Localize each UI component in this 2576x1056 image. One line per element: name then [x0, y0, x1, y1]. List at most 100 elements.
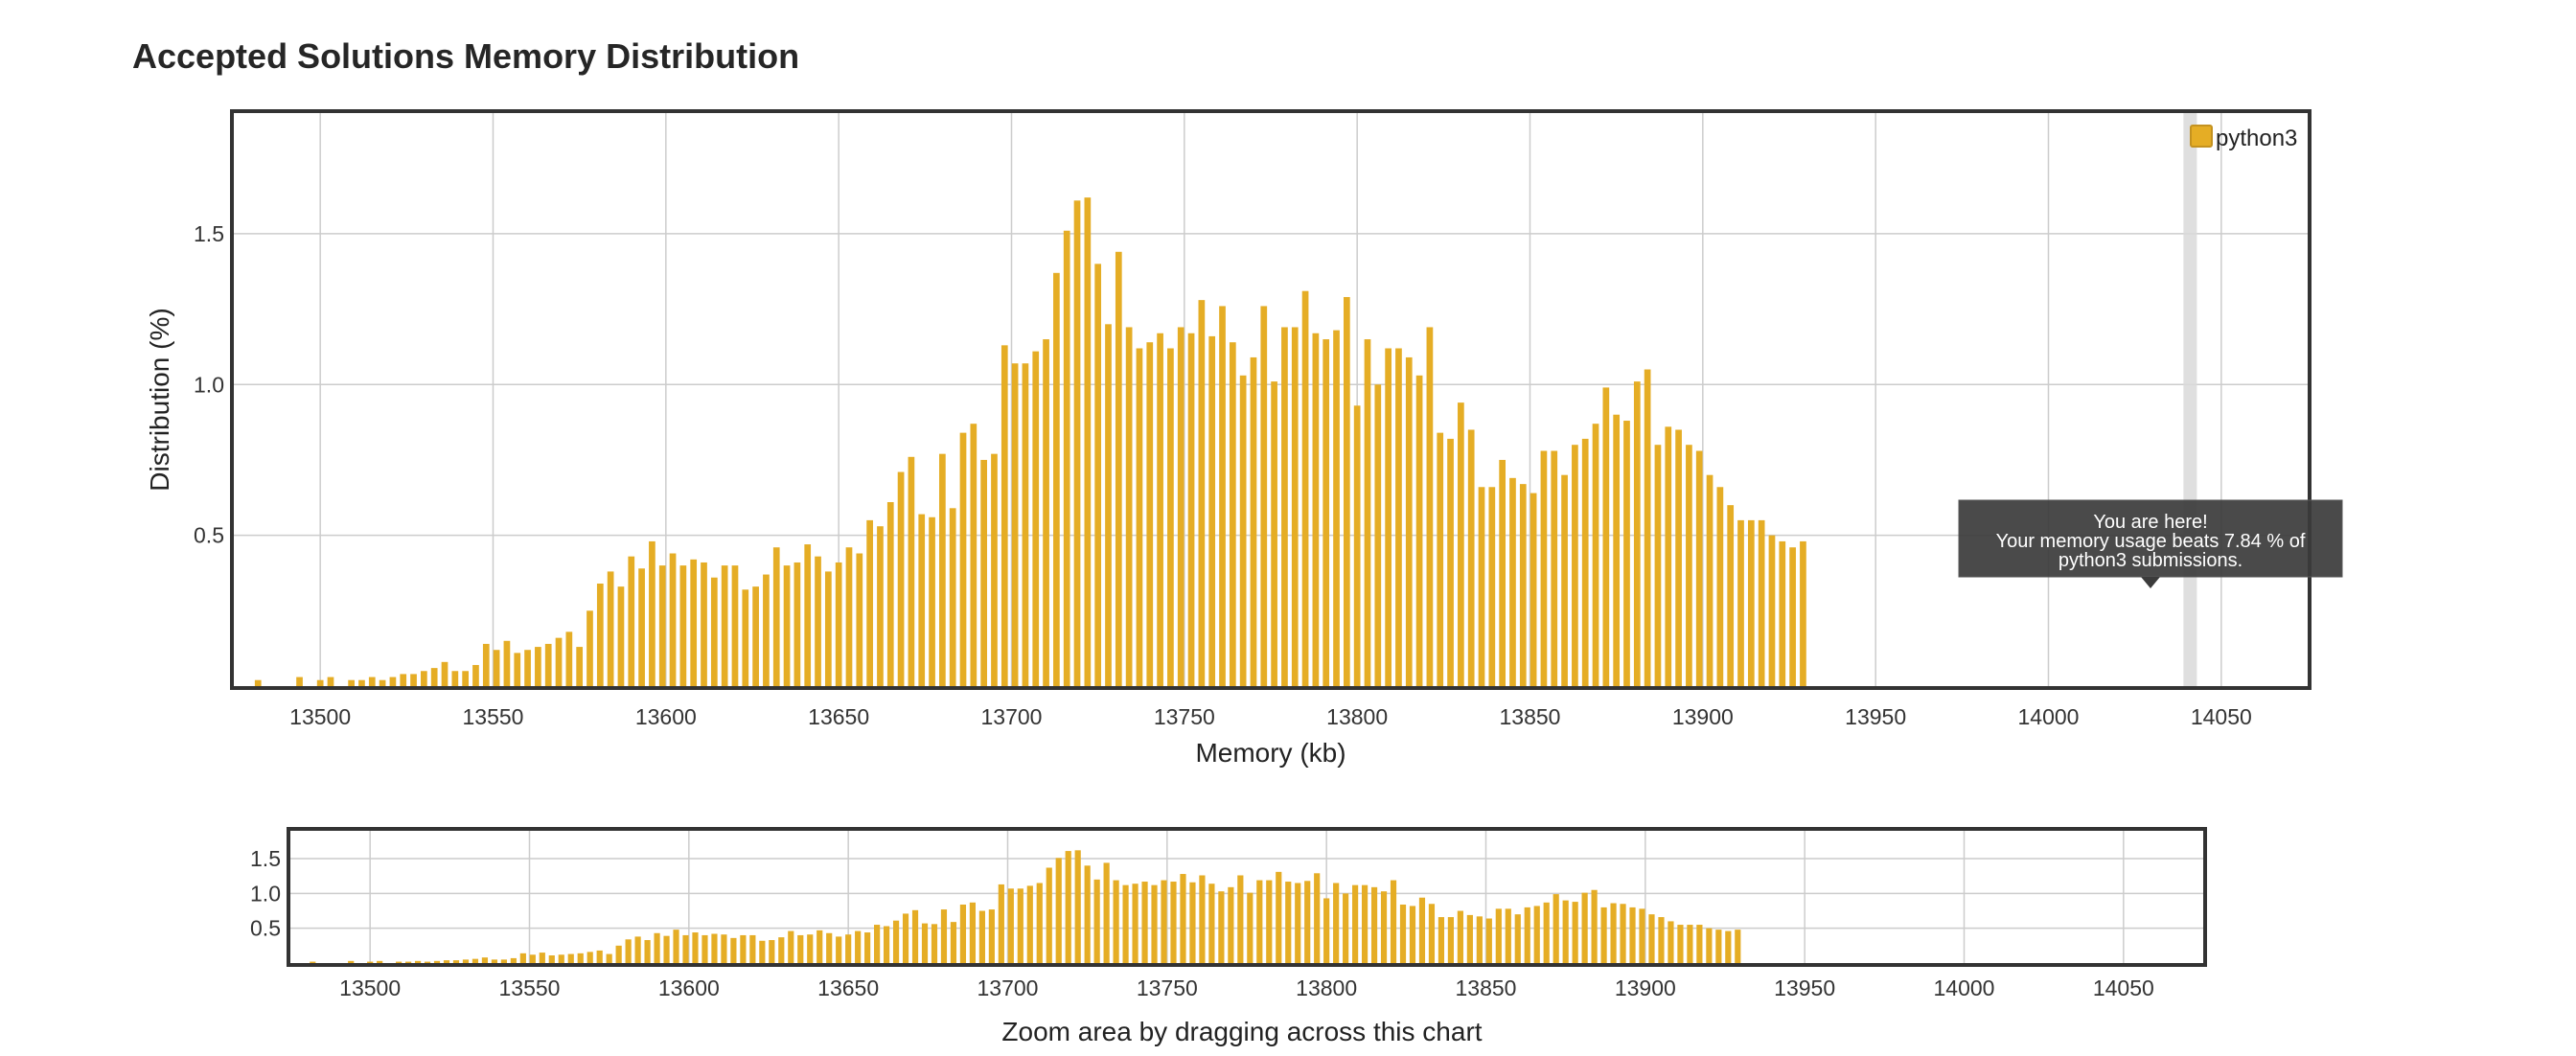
navigator-bar[interactable]	[788, 930, 794, 963]
navigator-bar[interactable]	[1141, 882, 1148, 963]
navigator-bar[interactable]	[1399, 904, 1407, 963]
navigator-bar[interactable]	[519, 953, 526, 963]
navigator-bar[interactable]	[807, 934, 814, 963]
main-bar[interactable]	[607, 571, 614, 686]
main-bar[interactable]	[1488, 487, 1496, 686]
main-bar[interactable]	[1509, 477, 1516, 686]
navigator-bar[interactable]	[1199, 875, 1206, 963]
navigator-bar[interactable]	[1046, 867, 1052, 963]
navigator-bar[interactable]	[1361, 884, 1368, 963]
navigator-bar[interactable]	[586, 952, 593, 963]
main-bar[interactable]	[1737, 519, 1744, 686]
navigator-bar[interactable]	[759, 940, 766, 963]
navigator-bar[interactable]	[377, 960, 383, 963]
main-bar[interactable]	[690, 559, 698, 686]
navigator-bar[interactable]	[673, 930, 679, 963]
main-bar[interactable]	[1219, 306, 1226, 686]
navigator-bar[interactable]	[1380, 891, 1388, 963]
main-bar[interactable]	[721, 565, 728, 686]
main-bar[interactable]	[1177, 327, 1184, 686]
navigator-bar[interactable]	[1572, 902, 1578, 963]
navigator-bar[interactable]	[1562, 900, 1569, 963]
navigator-bar[interactable]	[1370, 886, 1378, 963]
main-bar[interactable]	[1768, 535, 1776, 686]
navigator-bar[interactable]	[1524, 907, 1530, 963]
main-bar[interactable]	[1633, 381, 1641, 686]
main-bar[interactable]	[1530, 493, 1537, 686]
navigator-bar[interactable]	[481, 957, 489, 963]
navigator-bar[interactable]	[1620, 904, 1626, 963]
navigator-bar[interactable]	[1304, 881, 1311, 963]
main-bar[interactable]	[658, 565, 666, 686]
navigator-bar[interactable]	[1323, 898, 1330, 963]
navigator-bar[interactable]	[1247, 892, 1254, 963]
navigator-bar[interactable]	[721, 934, 727, 963]
main-bar[interactable]	[524, 650, 531, 686]
navigator-bar[interactable]	[1333, 883, 1340, 963]
navigator-bar[interactable]	[663, 935, 670, 963]
main-bar[interactable]	[400, 674, 407, 686]
navigator-bar[interactable]	[1055, 858, 1062, 963]
navigator-bar[interactable]	[1170, 882, 1177, 963]
main-bar[interactable]	[835, 562, 842, 686]
main-bar[interactable]	[1084, 197, 1092, 686]
main-bar[interactable]	[1105, 324, 1112, 686]
navigator-bar[interactable]	[577, 953, 584, 963]
main-bar[interactable]	[1789, 547, 1796, 686]
main-bar[interactable]	[1063, 230, 1070, 686]
main-bars[interactable]	[254, 197, 1806, 686]
main-bar[interactable]	[410, 674, 417, 686]
navigator-bar[interactable]	[1677, 925, 1684, 963]
navigator-bar[interactable]	[998, 884, 1004, 963]
navigator-bar[interactable]	[702, 934, 708, 963]
main-bar[interactable]	[368, 677, 376, 686]
navigator-bar[interactable]	[1074, 850, 1081, 963]
main-bar[interactable]	[348, 679, 355, 686]
main-bar[interactable]	[1727, 505, 1735, 686]
main-bar[interactable]	[1654, 445, 1662, 686]
main-bar[interactable]	[1695, 450, 1703, 686]
main-bar[interactable]	[1022, 363, 1029, 686]
main-bar[interactable]	[1602, 387, 1610, 686]
navigator-frame[interactable]	[287, 827, 2207, 967]
navigator-bar[interactable]	[567, 953, 574, 963]
navigator-bar[interactable]	[1629, 907, 1636, 963]
navigator-bar[interactable]	[539, 953, 545, 963]
navigator-bar[interactable]	[1715, 930, 1722, 963]
main-bar[interactable]	[1208, 335, 1216, 686]
navigator-bar[interactable]	[1552, 894, 1559, 963]
navigator-bar[interactable]	[1639, 908, 1645, 963]
navigator-bar[interactable]	[1237, 875, 1244, 963]
main-bar[interactable]	[430, 668, 438, 686]
navigator-bar[interactable]	[1438, 917, 1445, 963]
main-bar[interactable]	[1426, 327, 1434, 686]
navigator-bar[interactable]	[1093, 879, 1100, 963]
navigator-bar[interactable]	[1658, 917, 1665, 963]
navigator-bar[interactable]	[1017, 888, 1024, 963]
navigator-bar[interactable]	[1476, 916, 1483, 963]
navigator-bar[interactable]	[1725, 930, 1732, 963]
main-bar[interactable]	[772, 547, 780, 686]
main-bar[interactable]	[701, 562, 707, 686]
main-bar[interactable]	[886, 502, 894, 686]
main-bar[interactable]	[1747, 519, 1755, 686]
main-bar[interactable]	[1551, 450, 1558, 686]
navigator-bar[interactable]	[1648, 914, 1655, 963]
navigator-bar[interactable]	[1007, 888, 1014, 963]
navigator-bar[interactable]	[730, 937, 737, 963]
main-bar[interactable]	[856, 553, 863, 686]
main-bar[interactable]	[1260, 306, 1268, 686]
main-bar[interactable]	[1271, 381, 1277, 686]
navigator-bar[interactable]	[529, 954, 536, 963]
navigator-bar[interactable]	[500, 959, 507, 963]
navigator-bar[interactable]	[1600, 907, 1607, 963]
main-bar[interactable]	[1229, 342, 1236, 686]
navigator-bar[interactable]	[1161, 880, 1167, 963]
main-bar[interactable]	[628, 556, 635, 686]
navigator-bar[interactable]	[596, 950, 603, 963]
main-bar[interactable]	[1592, 424, 1599, 686]
main-bar[interactable]	[596, 583, 604, 686]
main-bar[interactable]	[1125, 327, 1133, 686]
main-bar[interactable]	[1094, 264, 1102, 686]
